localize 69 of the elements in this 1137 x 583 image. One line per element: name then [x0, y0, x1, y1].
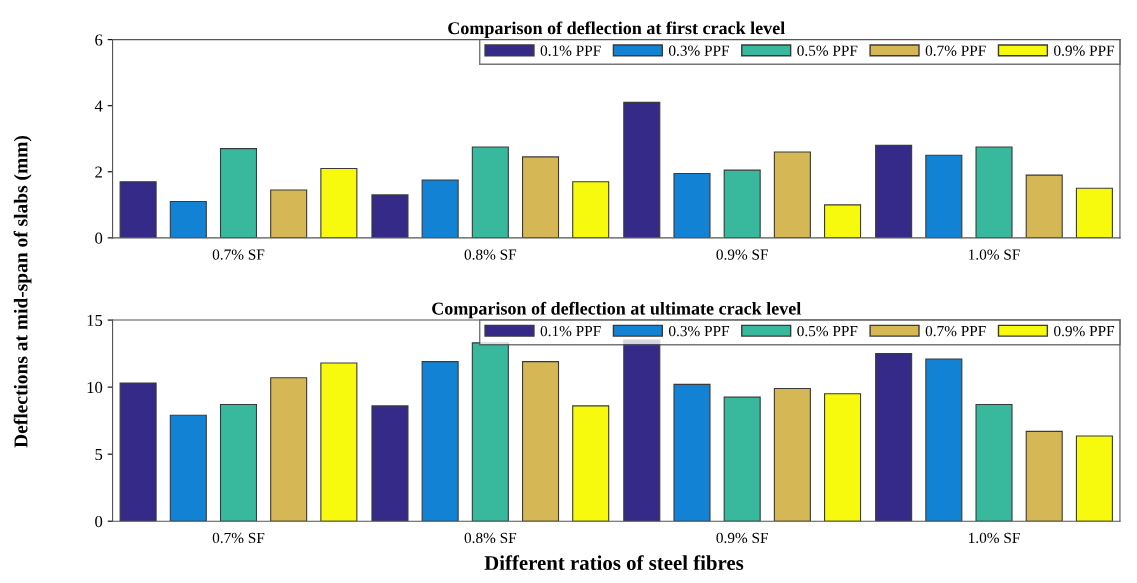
bar [169, 414, 207, 522]
legend-label: 0.9% PPF [1054, 325, 1115, 337]
bar [875, 144, 913, 238]
bar [1075, 187, 1113, 238]
bar [219, 148, 258, 238]
bar [1025, 430, 1063, 522]
y-tick-label: 15 [87, 314, 103, 327]
y-tick-label: 4 [94, 100, 103, 112]
chart-title: Comparison of deflection at ultimate crack level [432, 301, 801, 319]
x-tick-label: 0.7% SF [212, 249, 265, 260]
chart-title: Comparison of deflection at first crack level [448, 21, 785, 38]
legend-label: 0.9% PPF [1054, 45, 1115, 56]
bar [471, 342, 509, 522]
legend-label: 0.7% PPF [925, 325, 986, 337]
bar [925, 154, 963, 238]
bar [270, 377, 308, 522]
x-tick-label: 0.8% SF [464, 249, 517, 260]
legend-label: 0.3% PPF [668, 45, 729, 56]
y-tick-label: 2 [95, 166, 102, 178]
bar [471, 146, 509, 238]
bar [320, 167, 358, 238]
y-tick-label: 0 [95, 515, 103, 528]
y-tick-label: 6 [95, 34, 103, 46]
bar [219, 403, 258, 522]
y-tick-label: 5 [95, 449, 103, 461]
legend-label: 0.1% PPF [540, 45, 601, 56]
bar [975, 146, 1013, 238]
x-tick-label: 0.8% SF [464, 532, 517, 544]
bar [169, 200, 207, 238]
bar [521, 156, 560, 238]
x-tick-label: 0.9% SF [716, 249, 768, 260]
bar [119, 382, 157, 522]
legend-label: 0.5% PPF [797, 325, 858, 337]
bar [320, 362, 358, 522]
bar [723, 396, 761, 522]
x-tick-label: 1.0% SF [969, 249, 1020, 260]
x-tick-label: 1.0% SF [969, 532, 1020, 544]
bar [371, 194, 409, 238]
bar [572, 405, 610, 522]
bar [572, 181, 610, 238]
bar [875, 353, 913, 522]
x-tick-label: 0.9% SF [716, 532, 768, 544]
bar [975, 403, 1013, 522]
x-tick-label: 0.7% SF [212, 532, 265, 544]
bar [773, 387, 811, 522]
legend-label: 0.7% PPF [925, 45, 986, 56]
bar [723, 169, 761, 238]
bar [1025, 174, 1063, 238]
y-tick-label: 10 [87, 381, 103, 394]
bar [623, 101, 661, 238]
legend-label: 0.5% PPF [797, 45, 858, 56]
bar [925, 358, 963, 522]
bar [1075, 435, 1113, 522]
bar [773, 151, 811, 238]
bar [824, 393, 862, 522]
bar [421, 179, 459, 238]
bar [824, 204, 862, 238]
bar [673, 383, 711, 522]
bar [119, 181, 157, 238]
bar [270, 189, 308, 238]
bar [673, 172, 711, 238]
legend-label: 0.3% PPF [668, 325, 729, 337]
bar [521, 361, 560, 522]
y-tick-label: 0 [95, 232, 103, 244]
bar [421, 361, 459, 522]
legend-label: 0.1% PPF [540, 325, 601, 337]
bar [371, 405, 409, 522]
x-axis-title: Different ratios of steel fibres [484, 555, 744, 571]
y-axis-title: Deflections at mid-span of slabs (mm) [13, 135, 32, 448]
